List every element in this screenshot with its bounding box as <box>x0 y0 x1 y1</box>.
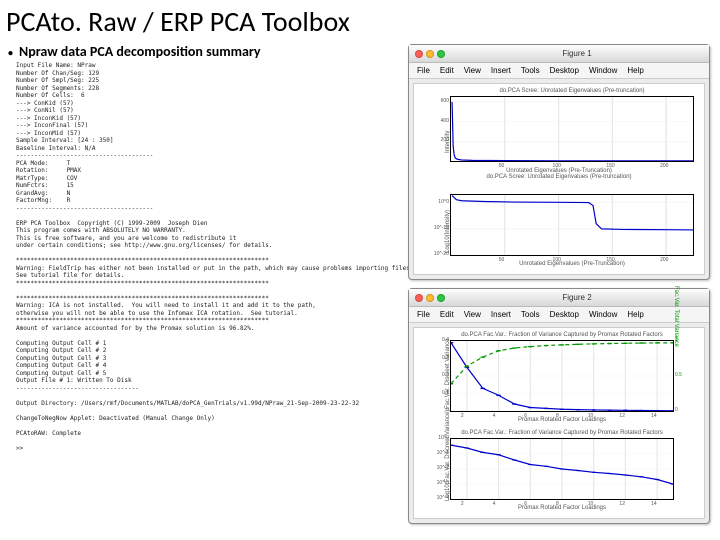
figure1-title: Figure 1 <box>445 49 709 58</box>
figure-window-1: Figure 1 File Edit View Insert Tools Desktop W… <box>408 44 710 280</box>
ytick: 10^-10 <box>434 225 449 231</box>
menu-insert[interactable]: Insert <box>491 310 511 319</box>
figure1-axes-bottom: Log10(Intensity) Unrotated Eigenvalues (… <box>450 194 694 256</box>
xtick: 10 <box>588 501 594 507</box>
ytick: 200 <box>441 137 449 143</box>
xtick: 6 <box>524 501 527 507</box>
figure2-title: Figure 2 <box>445 293 709 302</box>
figure2-axes-bottom: do.PCA Fac.Var.: Fraction of Variance Ca… <box>450 438 674 500</box>
ytick: 10^-4 <box>437 495 449 501</box>
menu-view[interactable]: View <box>464 310 481 319</box>
xtick: 8 <box>556 413 559 419</box>
menu-file[interactable]: File <box>417 310 430 319</box>
matlab-console-output: Input File Name: NPraw Number Of Chan/Se… <box>16 62 396 452</box>
f2a2-xlabel: Promax Rotated Factor Loadings <box>451 505 673 511</box>
ytick: 10^-2 <box>437 465 449 471</box>
xtick: 150 <box>606 257 614 263</box>
ytick-right: 0 <box>675 407 678 413</box>
bullet-icon: • <box>8 46 13 59</box>
figure2-canvas: do.PCA Fac.Var.: Fraction of Variance Ca… <box>413 327 705 519</box>
zoom-icon[interactable] <box>437 50 445 58</box>
ytick: 600 <box>441 98 449 104</box>
menu-edit[interactable]: Edit <box>440 66 454 75</box>
figure-window-2: Figure 2 File Edit View Insert Tools Desktop W… <box>408 288 710 524</box>
f1a2-xlabel: Unrotated Eigenvalues (Pre-Truncation) <box>451 261 693 267</box>
minimize-icon[interactable] <box>426 50 434 58</box>
xtick: 8 <box>556 501 559 507</box>
xtick: 2 <box>461 413 464 419</box>
figure2-axes-top: do.PCA Fac.Var.: Fraction of Variance Ca… <box>450 340 674 412</box>
xtick: 4 <box>493 413 496 419</box>
ytick-right: 0.5 <box>675 372 682 378</box>
ytick: 10^0 <box>438 199 449 205</box>
ytick: 0.1 <box>442 390 449 396</box>
xtick: 6 <box>524 413 527 419</box>
xtick: 200 <box>660 257 668 263</box>
figure1-menubar: File Edit View Insert Tools Desktop Window Help <box>409 63 709 79</box>
menu-help[interactable]: Help <box>627 310 643 319</box>
f2a1-xlabel: Promax Rotated Factor Loadings <box>451 417 673 423</box>
minimize-icon[interactable] <box>426 294 434 302</box>
menu-tools[interactable]: Tools <box>521 66 540 75</box>
figure1-axes-top: do.PCA Scree: Unrotated Eigenvalues (Pre… <box>450 96 694 162</box>
f1-mid-caption: Unrotated Eigenvalues (Pre-Truncation) d… <box>414 168 704 180</box>
menu-desktop[interactable]: Desktop <box>550 310 579 319</box>
ytick: 400 <box>441 118 449 124</box>
f1a1-title: do.PCA Scree: Unrotated Eigenvalues (Pre… <box>451 88 693 94</box>
menu-file[interactable]: File <box>417 66 430 75</box>
menu-view[interactable]: View <box>464 66 481 75</box>
xtick: 50 <box>499 257 505 263</box>
ytick: 0.3 <box>442 355 449 361</box>
close-icon[interactable] <box>415 50 423 58</box>
menu-tools[interactable]: Tools <box>521 310 540 319</box>
page-title: PCAto. Raw / ERP PCA Toolbox <box>0 0 720 39</box>
xtick: 12 <box>619 413 625 419</box>
figure2-menubar: File Edit View Insert Tools Desktop Window Help <box>409 307 709 323</box>
subtitle-text: Npraw data PCA decomposition summary <box>19 43 261 60</box>
ytick: 10^-20 <box>434 251 449 257</box>
menu-insert[interactable]: Insert <box>491 66 511 75</box>
menu-desktop[interactable]: Desktop <box>550 66 579 75</box>
menu-window[interactable]: Window <box>589 310 617 319</box>
ytick: 10^0 <box>438 435 449 441</box>
xtick: 14 <box>651 501 657 507</box>
ytick: 10^-3 <box>437 480 449 486</box>
xtick: 12 <box>619 501 625 507</box>
menu-window[interactable]: Window <box>589 66 617 75</box>
ytick: 10^-1 <box>437 450 449 456</box>
xtick: 100 <box>553 257 561 263</box>
xtick: 4 <box>493 501 496 507</box>
menu-help[interactable]: Help <box>627 66 643 75</box>
xtick: 10 <box>588 413 594 419</box>
figure1-titlebar[interactable]: Figure 1 <box>409 45 709 63</box>
ytick-right: 1 <box>675 337 678 343</box>
figure2-titlebar[interactable]: Figure 2 <box>409 289 709 307</box>
close-icon[interactable] <box>415 294 423 302</box>
figure1-canvas: do.PCA Scree: Unrotated Eigenvalues (Pre… <box>413 83 705 275</box>
xtick: 14 <box>651 413 657 419</box>
ytick: 0.4 <box>442 337 449 343</box>
menu-edit[interactable]: Edit <box>440 310 454 319</box>
xtick: 2 <box>461 501 464 507</box>
zoom-icon[interactable] <box>437 294 445 302</box>
f2a2-title: do.PCA Fac.Var.: Fraction of Variance Ca… <box>451 430 673 436</box>
ytick: 0.2 <box>442 372 449 378</box>
f2a1-title: do.PCA Fac.Var.: Fraction of Variance Ca… <box>451 332 673 338</box>
